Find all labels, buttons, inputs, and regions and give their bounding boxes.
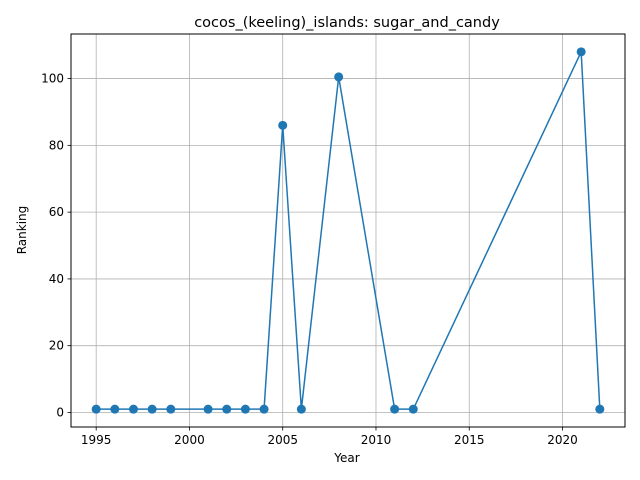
x-tick-label: 2000 [174,433,205,447]
ticks: 1995 2000 2005 2010 2015 2020 0 20 40 60 80 100 [41,72,578,447]
data-point [334,72,344,82]
x-axis-label: Year [333,451,359,465]
plot-frame [70,33,626,428]
x-tick-label: 2010 [361,433,392,447]
data-point [259,404,269,414]
data-point [128,404,138,414]
data-point [595,404,605,414]
x-tick-label: 2020 [547,433,578,447]
data-point [296,404,306,414]
y-tick-label: 100 [41,72,64,86]
chart-title: cocos_(keeling)_islands: sugar_and_candy [194,15,500,31]
data-point [110,404,120,414]
y-tick-label: 80 [49,138,64,152]
grid [71,34,625,427]
series-layer [91,47,605,414]
data-point [240,404,250,414]
y-axis-label: Ranking [15,206,29,255]
y-tick-label: 40 [49,272,64,286]
y-tick-label: 0 [56,405,64,419]
x-tick-label: 2005 [267,433,298,447]
data-point [278,120,288,130]
data-point [147,404,157,414]
data-point [166,404,176,414]
data-point [91,404,101,414]
data-point [222,404,232,414]
series-line [96,51,601,410]
y-tick-label: 60 [49,205,64,219]
x-tick-label: 1995 [81,433,112,447]
data-point [390,404,400,414]
data-point [203,404,213,414]
data-point [408,404,418,414]
x-tick-label: 2015 [454,433,485,447]
data-point [576,47,586,57]
y-tick-label: 20 [49,339,64,353]
